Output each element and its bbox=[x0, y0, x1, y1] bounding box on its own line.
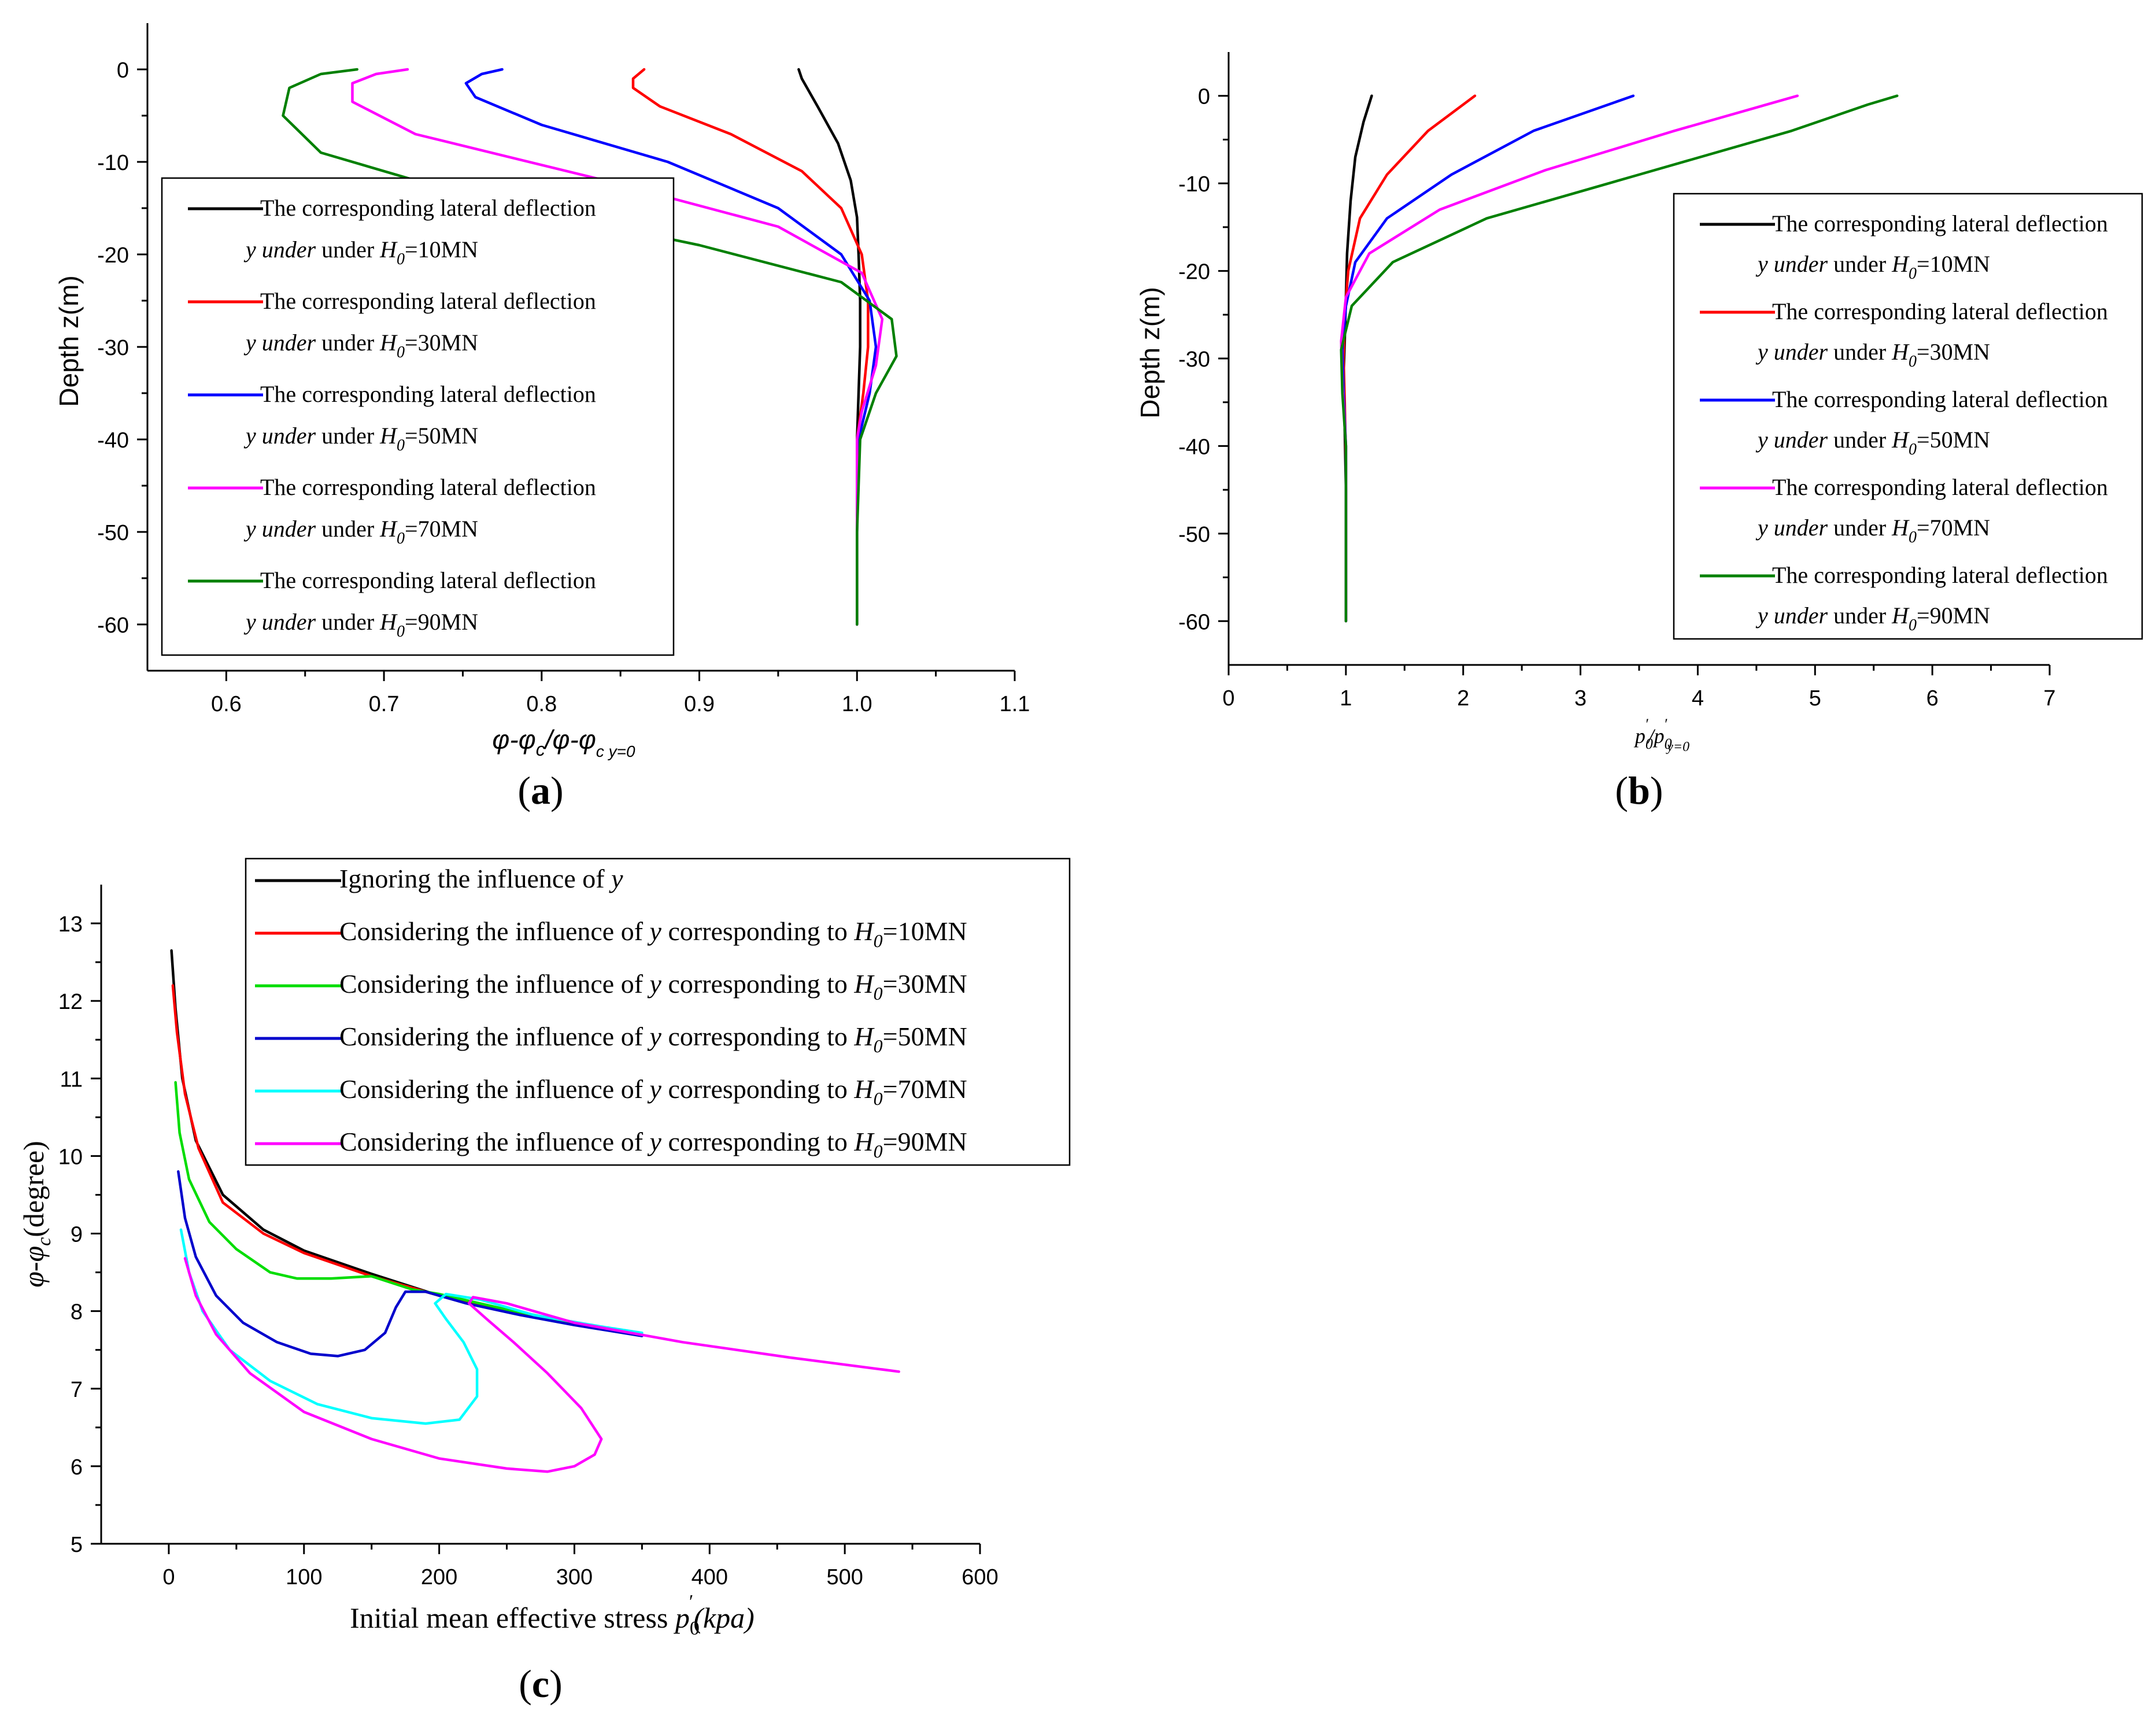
y-axis-label: Depth z(m) bbox=[1135, 287, 1165, 418]
series-line-1 bbox=[797, 68, 861, 626]
legend-box bbox=[245, 857, 1071, 1166]
y-tick-label: -20 bbox=[97, 243, 129, 268]
y-tick-label: -30 bbox=[97, 336, 129, 360]
x-tick-label: 5 bbox=[1809, 686, 1821, 711]
x-tick-label: 0.8 bbox=[526, 692, 557, 716]
legend-label-4: The corresponding lateral deflection bbox=[260, 474, 596, 500]
legend-label-1: The corresponding lateral deflection bbox=[1772, 210, 2108, 236]
y-tick-label: 7 bbox=[71, 1378, 83, 1402]
legend-label-4: The corresponding lateral deflection bbox=[1772, 474, 2108, 500]
y-tick-label: -60 bbox=[97, 613, 129, 638]
x-tick-label: 1.0 bbox=[842, 692, 872, 716]
y-tick-label: -10 bbox=[1178, 172, 1210, 197]
y-tick-label: 0 bbox=[117, 58, 129, 83]
x-axis-label: Initial mean effective stress p0′(kpa) bbox=[350, 1591, 755, 1639]
panel-label-b: (b) bbox=[1615, 768, 1663, 812]
x-tick-label: 400 bbox=[691, 1565, 728, 1589]
series-line-3 bbox=[174, 1081, 644, 1336]
legend-label-line2-4: y under under H0=70MN bbox=[1755, 515, 1990, 546]
x-tick-label: 0.6 bbox=[211, 692, 242, 716]
legend-label-6: Considering the influence of y correspon… bbox=[339, 1127, 967, 1162]
x-axis-label: φ-φc/φ-φc y=0 bbox=[492, 724, 635, 760]
legend-label-5: The corresponding lateral deflection bbox=[1772, 562, 2108, 588]
panel-label-c: (c) bbox=[519, 1662, 563, 1706]
y-tick-label: 8 bbox=[71, 1300, 83, 1325]
x-tick-label: 3 bbox=[1574, 686, 1587, 711]
y-tick-label: 5 bbox=[71, 1533, 83, 1557]
x-tick-label: 300 bbox=[556, 1565, 593, 1589]
series-line-3 bbox=[464, 68, 878, 626]
chart-panel-a: 0.6 0.7 0.8 0.9 1.0 1.1 0 -10 -20 -30 -40 -50 -60 Dep… bbox=[54, 23, 1030, 812]
legend-label-line2-3: y under under H0=50MN bbox=[1755, 427, 1990, 459]
y-tick-label: -20 bbox=[1178, 260, 1210, 284]
legend-label-line2-2: y under under H0=30MN bbox=[1755, 339, 1990, 371]
x-tick-label: 7 bbox=[2043, 686, 2055, 711]
chart-panel-c: 0 100 200 300 400 500 600 5 6 7 8 9 10 11 12 13 Initial … bbox=[17, 857, 1071, 1706]
legend-label-1: Ignoring the influence of y bbox=[339, 864, 623, 893]
x-tick-label: 1.1 bbox=[1000, 692, 1030, 716]
y-tick-label: 6 bbox=[71, 1455, 83, 1480]
y-tick-label: -60 bbox=[1178, 610, 1210, 634]
y-tick-label: -10 bbox=[97, 151, 129, 175]
legend-box bbox=[161, 177, 675, 656]
legend-label-line2-3: y under under H0=50MN bbox=[243, 423, 478, 454]
legend-label-2: The corresponding lateral deflection bbox=[1772, 298, 2108, 324]
x-tick-label: 2 bbox=[1457, 686, 1469, 711]
legend: Ignoring the influence of y Considering t… bbox=[245, 857, 1071, 1166]
legend-label-5: The corresponding lateral deflection bbox=[260, 567, 596, 593]
x-tick-label: 100 bbox=[286, 1565, 322, 1589]
x-tick-label: 1 bbox=[1340, 686, 1352, 711]
series-line-1 bbox=[1342, 94, 1373, 623]
legend-label-3: The corresponding lateral deflection bbox=[260, 381, 596, 407]
series-line-2 bbox=[1342, 94, 1477, 623]
legend-label-5: Considering the influence of y correspon… bbox=[339, 1074, 967, 1109]
legend-label-line2-1: y under under H0=10MN bbox=[1755, 251, 1990, 283]
legend-box bbox=[1673, 193, 2143, 640]
legend-label-1: The corresponding lateral deflection bbox=[260, 195, 596, 221]
y-axis-label: φ-φc(degree) bbox=[17, 1141, 55, 1288]
x-tick-label: 200 bbox=[421, 1565, 457, 1589]
x-tick-label: 500 bbox=[826, 1565, 863, 1589]
x-tick-label: 0.9 bbox=[684, 692, 715, 716]
y-tick-label: -50 bbox=[97, 521, 129, 545]
y-tick-label: 12 bbox=[58, 990, 83, 1014]
legend-label-3: The corresponding lateral deflection bbox=[1772, 386, 2108, 412]
legend-label-line2-5: y under under H0=90MN bbox=[1755, 602, 1990, 634]
x-tick-label: 0.7 bbox=[369, 692, 400, 716]
legend-label-4: Considering the influence of y correspon… bbox=[339, 1022, 967, 1056]
series-line-6 bbox=[183, 1257, 900, 1473]
x-tick-label: 0 bbox=[162, 1565, 175, 1589]
legend-label-line2-4: y under under H0=70MN bbox=[243, 516, 478, 548]
y-tick-label: -30 bbox=[1178, 347, 1210, 372]
legend-label-line2-5: y under under H0=90MN bbox=[243, 609, 478, 641]
y-tick-label: 13 bbox=[58, 912, 83, 937]
y-tick-label: 10 bbox=[58, 1145, 83, 1169]
legend-label-2: The corresponding lateral deflection bbox=[260, 288, 596, 314]
legend-label-line2-1: y under under H0=10MN bbox=[243, 236, 478, 268]
y-tick-label: 0 bbox=[1198, 85, 1210, 109]
series-line-5 bbox=[282, 68, 898, 626]
series-line-5 bbox=[1340, 94, 1899, 623]
x-tick-label: 6 bbox=[1926, 686, 1939, 711]
y-tick-label: 11 bbox=[60, 1067, 83, 1092]
legend: The corresponding lateral deflection y un… bbox=[1673, 193, 2143, 640]
y-tick-label: -50 bbox=[1178, 523, 1210, 547]
x-tick-label: 4 bbox=[1692, 686, 1704, 711]
series-line-4 bbox=[351, 68, 884, 626]
y-tick-label: -40 bbox=[97, 428, 129, 453]
x-tick-label: 0 bbox=[1222, 686, 1234, 711]
chart-panel-b: 0 1 2 3 4 5 6 7 0 -10 -20 -30 -40 -50 -60 Depth z(m) p0′… bbox=[1135, 52, 2143, 812]
y-axis-label: Depth z(m) bbox=[54, 275, 84, 406]
legend: The corresponding lateral deflection y un… bbox=[161, 177, 675, 656]
y-tick-label: 9 bbox=[71, 1223, 83, 1247]
legend-label-3: Considering the influence of y correspon… bbox=[339, 969, 967, 1004]
series-line-4 bbox=[177, 1170, 644, 1358]
x-axis-label: p0′/p0′y=0 bbox=[1633, 716, 1689, 755]
x-tick-label: 600 bbox=[961, 1565, 998, 1589]
legend-label-2: Considering the influence of y correspon… bbox=[339, 916, 967, 951]
legend-label-line2-2: y under under H0=30MN bbox=[243, 330, 478, 361]
y-tick-label: -40 bbox=[1178, 435, 1210, 459]
panel-label-a: (a) bbox=[517, 768, 563, 812]
